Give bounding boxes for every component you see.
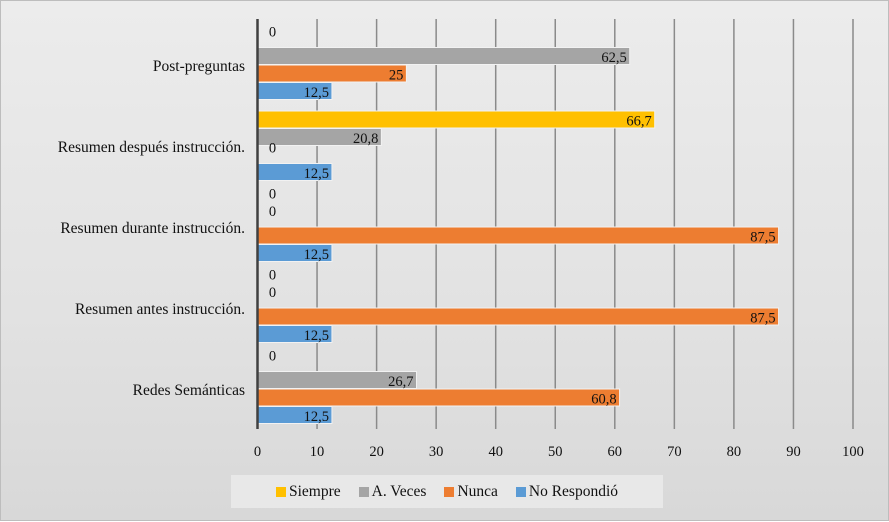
legend-label: No Respondió [528,482,619,500]
legend-item: No Respondió [515,482,619,501]
legend-item: A. Veces [358,482,427,501]
x-tick-label: 10 [310,444,325,460]
data-label: 0 [269,268,276,284]
bar-nunca [257,226,780,245]
data-label: 60,8 [591,392,616,408]
data-label: 12,5 [304,328,329,344]
legend: Siempre A. Veces Nunca No Respondió [231,475,663,508]
data-label: 62,5 [601,50,626,66]
legend-label: Siempre [288,482,341,500]
data-label: 87,5 [750,230,775,246]
data-label: 0 [269,204,276,220]
data-label: 0 [269,141,276,157]
data-label: 26,7 [388,374,413,390]
bar-nunca [257,64,407,83]
category-label: Resumen antes instrucción. [75,301,245,318]
legend-label: A. Veces [371,482,427,500]
legend-item: Siempre [275,482,341,501]
data-label: 12,5 [304,166,329,182]
data-label: 12,5 [304,409,329,425]
legend-swatch [358,486,369,497]
legend-item: Nunca [444,482,498,501]
bar-nunca [257,307,780,326]
x-tick-label: 90 [786,444,801,460]
data-label: 12,5 [304,247,329,263]
legend-label: Nunca [457,482,498,500]
data-label: 0 [269,25,276,41]
bar-nunca [257,388,621,407]
data-label: 87,5 [750,311,775,327]
bar-siempre [257,110,656,129]
x-tick-label: 30 [429,444,444,460]
data-label: 0 [269,187,276,203]
x-tick-label: 100 [842,444,864,460]
x-tick-label: 60 [608,444,623,460]
x-tick-label: 40 [488,444,503,460]
data-label: 66,7 [626,114,651,130]
category-label: Post-preguntas [153,58,245,75]
data-label: 20,8 [353,131,378,147]
data-label: 0 [269,349,276,365]
data-label: 0 [269,285,276,301]
category-label: Resumen después instrucción. [58,139,245,156]
x-tick-label: 80 [727,444,742,460]
legend-swatch [275,486,286,497]
data-label: 25 [389,68,404,84]
legend-swatch [515,486,526,497]
x-tick-label: 0 [254,444,261,460]
bar-a-veces [257,47,631,65]
legend-swatch [444,486,455,497]
x-tick-label: 20 [369,444,384,460]
category-label: Resumen durante instrucción. [60,220,245,237]
x-tick-label: 70 [667,444,682,460]
category-label: Redes Semánticas [133,382,245,399]
data-label: 12,5 [304,85,329,101]
x-tick-label: 50 [548,444,563,460]
